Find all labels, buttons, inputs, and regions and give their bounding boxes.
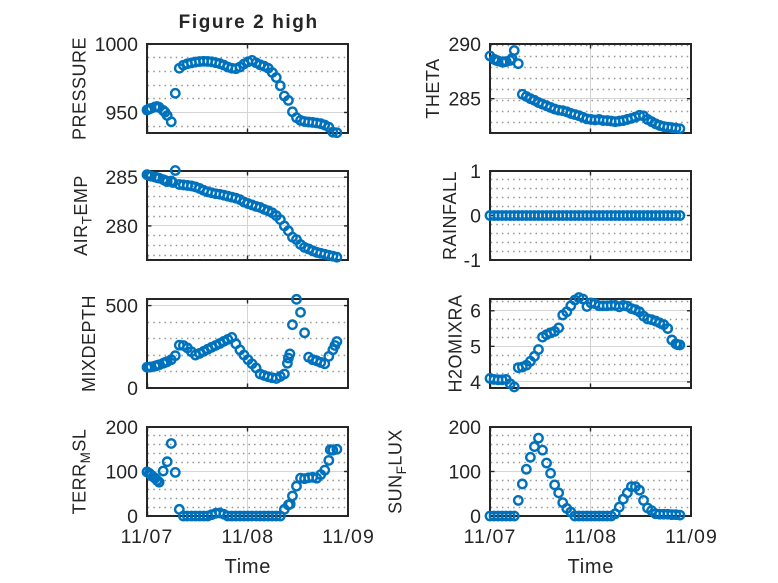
svg-text:0: 0 (470, 506, 481, 528)
svg-text:11/09: 11/09 (322, 526, 375, 548)
svg-text:4: 4 (470, 372, 481, 394)
svg-text:0: 0 (470, 205, 481, 227)
svg-text:100: 100 (105, 461, 138, 483)
svg-text:SUNFLUX: SUNFLUX (386, 429, 410, 514)
svg-text:11/08: 11/08 (221, 526, 274, 548)
svg-text:RAINFALL: RAINFALL (440, 171, 460, 260)
svg-text:285: 285 (448, 89, 481, 111)
svg-text:280: 280 (105, 216, 138, 238)
svg-text:Figure 2 high: Figure 2 high (179, 12, 319, 33)
svg-text:500: 500 (105, 295, 138, 317)
svg-text:Time: Time (225, 556, 272, 578)
svg-text:200: 200 (448, 417, 481, 439)
svg-text:290: 290 (448, 34, 481, 56)
svg-text:PRESSURE: PRESSURE (70, 37, 90, 140)
svg-text:MIXDEPTH: MIXDEPTH (79, 295, 99, 392)
svg-text:Time: Time (568, 556, 615, 578)
svg-text:11/09: 11/09 (665, 526, 718, 548)
svg-text:1000: 1000 (95, 34, 139, 56)
svg-text:11/08: 11/08 (564, 526, 617, 548)
svg-text:950: 950 (105, 102, 138, 124)
svg-text:H2OMIXRA: H2OMIXRA (446, 294, 466, 392)
svg-text:11/07: 11/07 (121, 526, 174, 548)
svg-text:100: 100 (448, 461, 481, 483)
svg-text:0: 0 (127, 506, 138, 528)
svg-text:200: 200 (105, 417, 138, 439)
svg-text:-1: -1 (464, 250, 481, 272)
svg-text:0: 0 (127, 378, 138, 400)
svg-text:285: 285 (105, 167, 138, 189)
svg-text:AIRTEMP: AIRTEMP (71, 175, 95, 256)
svg-text:11/07: 11/07 (464, 526, 517, 548)
svg-text:1: 1 (470, 161, 481, 183)
svg-text:THETA: THETA (423, 58, 443, 118)
svg-text:6: 6 (470, 301, 481, 323)
svg-text:TERRMSL: TERRMSL (70, 429, 94, 515)
svg-text:5: 5 (470, 336, 481, 358)
